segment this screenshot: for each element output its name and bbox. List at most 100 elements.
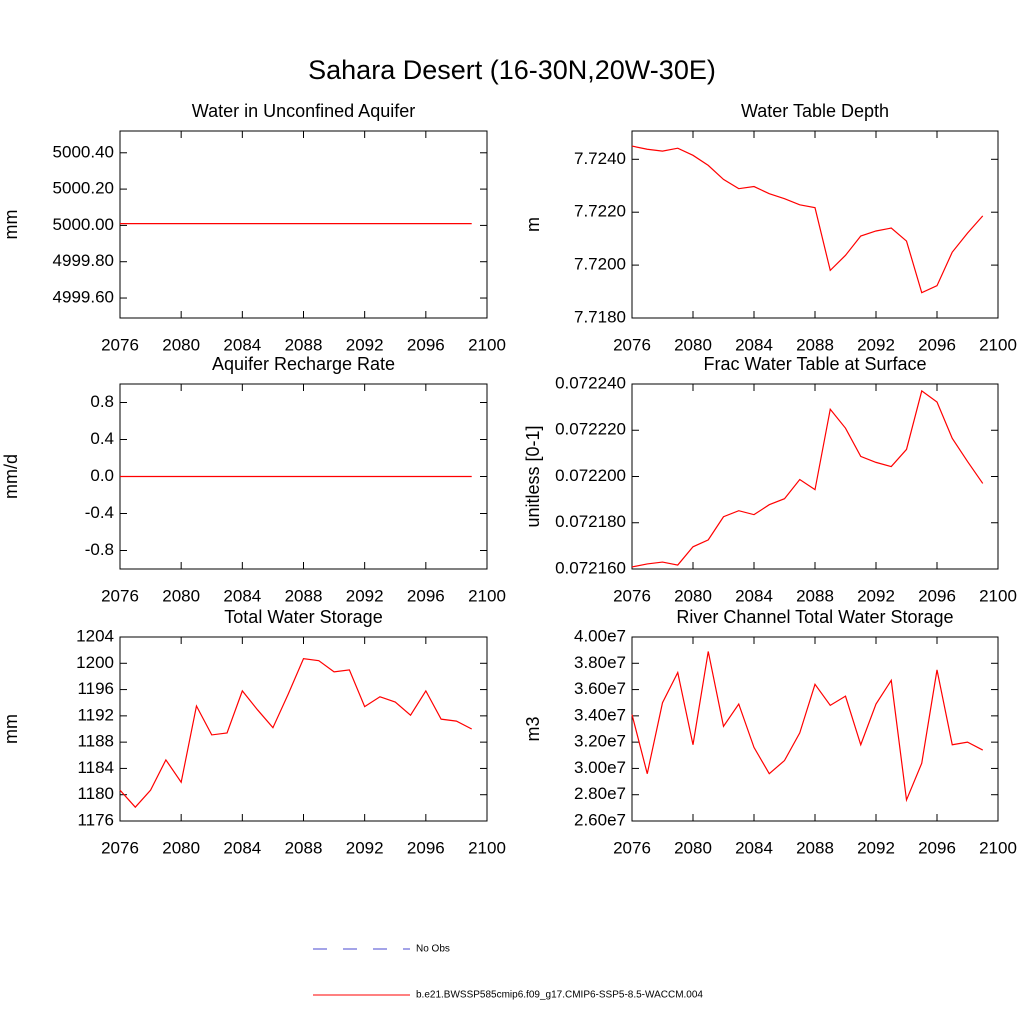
x-tick-label: 2100 — [468, 586, 506, 605]
plot-frame — [631, 130, 999, 319]
x-tick-label: 2076 — [101, 838, 139, 857]
x-tick-label: 2080 — [162, 335, 200, 354]
y-tick-label: 0.072160 — [555, 558, 626, 577]
x-tick-label: 2088 — [285, 838, 323, 857]
data-line — [631, 145, 984, 294]
x-tick-label: 2088 — [796, 335, 834, 354]
x-tick-label: 2080 — [674, 335, 712, 354]
y-tick-label: 1180 — [77, 784, 114, 803]
x-tick-label: 2084 — [223, 586, 261, 605]
x-tick-label: 2088 — [796, 586, 834, 605]
y-tick-label: 1200 — [76, 653, 114, 672]
x-tick-label: 2092 — [857, 586, 895, 605]
y-tick-label: 1204 — [76, 626, 114, 645]
y-tick-label: 0.072220 — [555, 420, 626, 439]
x-tick-label: 2092 — [346, 586, 384, 605]
legend-label: No Obs — [416, 944, 450, 955]
x-tick-label: 2096 — [407, 838, 445, 857]
y-tick-label: -0.4 — [85, 503, 114, 522]
panel-title: Water in Unconfined Aquifer — [192, 101, 415, 121]
y-tick-label: 7.7180 — [574, 307, 626, 326]
y-tick-label: 3.00e7 — [574, 758, 626, 777]
x-tick-label: 2096 — [407, 335, 445, 354]
data-line — [119, 658, 472, 809]
y-tick-label: 1188 — [77, 732, 114, 751]
y-tick-label: 0.072200 — [555, 466, 626, 485]
plot-frame — [631, 383, 999, 570]
x-tick-label: 2076 — [101, 586, 139, 605]
y-tick-label: 3.80e7 — [574, 653, 626, 672]
x-tick-label: 2100 — [979, 335, 1017, 354]
x-tick-label: 2084 — [223, 838, 261, 857]
data-line — [631, 651, 984, 803]
x-tick-label: 2100 — [979, 586, 1017, 605]
x-tick-label: 2076 — [613, 586, 651, 605]
y-axis-label: unitless [0-1] — [523, 425, 543, 527]
y-tick-label: 7.7220 — [574, 202, 626, 221]
plot-frame — [631, 636, 999, 822]
plot-frame — [119, 130, 488, 319]
x-tick-label: 2080 — [674, 838, 712, 857]
y-tick-label: 1176 — [77, 810, 114, 829]
x-tick-label: 2084 — [735, 335, 773, 354]
x-tick-label: 2076 — [613, 335, 651, 354]
panel-title: Total Water Storage — [224, 607, 382, 627]
y-tick-label: 5000.00 — [53, 215, 114, 234]
y-tick-label: 4.00e7 — [574, 626, 626, 645]
data-line — [631, 389, 984, 568]
plot-frame — [119, 636, 488, 822]
x-tick-label: 2088 — [285, 586, 323, 605]
x-tick-label: 2084 — [735, 838, 773, 857]
panel-title: Frac Water Table at Surface — [703, 354, 926, 374]
legend-label: b.e21.BWSSP585cmip6.f09_g17.CMIP6-SSP5-8… — [416, 990, 703, 1001]
x-tick-label: 2080 — [162, 838, 200, 857]
x-tick-label: 2100 — [468, 838, 506, 857]
y-tick-label: 2.80e7 — [574, 784, 626, 803]
y-tick-label: 7.7200 — [574, 255, 626, 274]
x-tick-label: 2100 — [979, 838, 1017, 857]
y-tick-label: 1184 — [77, 758, 114, 777]
x-tick-label: 2096 — [407, 586, 445, 605]
y-tick-label: 7.7240 — [574, 149, 626, 168]
x-tick-label: 2076 — [613, 838, 651, 857]
panel-title: River Channel Total Water Storage — [676, 607, 953, 627]
y-axis-label: m3 — [523, 716, 543, 741]
y-axis-label: mm/d — [1, 454, 21, 499]
y-axis-label: mm — [1, 714, 21, 744]
panel-title: Water Table Depth — [741, 101, 889, 121]
panel-title: Aquifer Recharge Rate — [212, 354, 395, 374]
y-tick-label: 3.20e7 — [574, 732, 626, 751]
x-tick-label: 2088 — [285, 335, 323, 354]
y-tick-label: 2.60e7 — [574, 810, 626, 829]
y-tick-label: 5000.20 — [53, 179, 114, 198]
y-tick-label: 3.60e7 — [574, 679, 626, 698]
x-tick-label: 2092 — [346, 335, 384, 354]
y-tick-label: 4999.80 — [53, 251, 114, 270]
y-tick-label: 3.40e7 — [574, 705, 626, 724]
x-tick-label: 2088 — [796, 838, 834, 857]
y-tick-label: 0.8 — [90, 392, 114, 411]
y-axis-label: m — [523, 217, 543, 232]
x-tick-label: 2096 — [918, 335, 956, 354]
x-tick-label: 2080 — [674, 586, 712, 605]
figure-title: Sahara Desert (16-30N,20W-30E) — [308, 55, 716, 85]
x-tick-label: 2084 — [735, 586, 773, 605]
x-tick-label: 2100 — [468, 335, 506, 354]
y-tick-label: 4999.60 — [53, 288, 114, 307]
y-tick-label: 1196 — [77, 679, 114, 698]
x-tick-label: 2080 — [162, 586, 200, 605]
x-tick-label: 2092 — [346, 838, 384, 857]
y-tick-label: 5000.40 — [53, 142, 114, 161]
x-tick-label: 2096 — [918, 838, 956, 857]
y-tick-label: 0.072180 — [555, 512, 626, 531]
x-tick-label: 2084 — [223, 335, 261, 354]
y-tick-label: 0.4 — [90, 429, 114, 448]
x-tick-label: 2092 — [857, 838, 895, 857]
x-tick-label: 2096 — [918, 586, 956, 605]
x-tick-label: 2076 — [101, 335, 139, 354]
y-tick-label: 1192 — [77, 705, 114, 724]
y-tick-label: -0.8 — [85, 540, 114, 559]
y-tick-label: 0.072240 — [555, 373, 626, 392]
y-axis-label: mm — [1, 210, 21, 240]
